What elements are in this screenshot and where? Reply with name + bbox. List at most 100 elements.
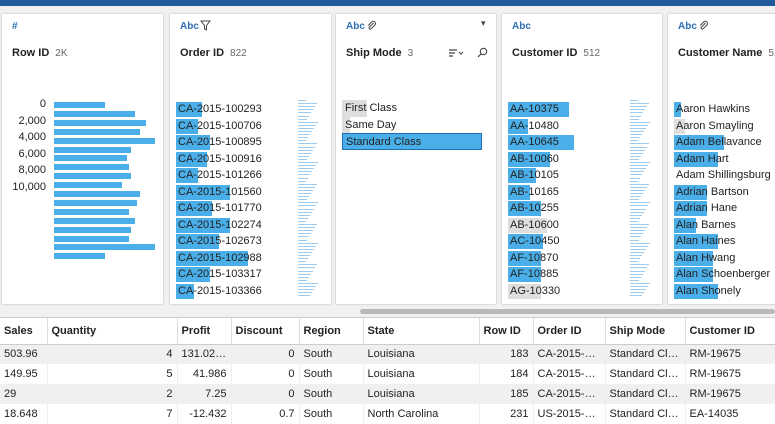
histogram-bar[interactable] xyxy=(54,217,135,224)
table-cell[interactable]: Standard Class xyxy=(605,344,686,364)
table-cell[interactable]: 41.986 xyxy=(177,364,232,384)
list-item[interactable]: CA-2015-102274 xyxy=(176,217,296,233)
list-item[interactable]: Adam Bellavance xyxy=(674,135,775,150)
list-item[interactable]: Adrian Hane xyxy=(674,201,775,216)
histogram-bar[interactable] xyxy=(54,182,122,189)
table-row[interactable]: 18.648 7 -12.432 0.7 South North Carolina 231 U… xyxy=(0,404,775,424)
list-item[interactable]: CA-2015-100293 xyxy=(176,102,296,117)
list-item[interactable]: Aaron Hawkins xyxy=(674,102,775,117)
histogram-bar[interactable] xyxy=(54,191,140,197)
list-item[interactable]: CA-2015-101266 xyxy=(176,168,296,183)
list-item[interactable]: CA-2015-102988 xyxy=(176,250,296,266)
table-cell[interactable]: 5 xyxy=(47,364,178,384)
column-header[interactable]: Discount xyxy=(231,318,300,345)
list-item[interactable]: AB-10255 xyxy=(508,201,618,216)
list-item[interactable]: Alan Shonely xyxy=(674,283,775,299)
list-item[interactable]: Adam Hart xyxy=(674,151,775,167)
list-item[interactable]: AG-10330 xyxy=(508,283,618,299)
list-item[interactable]: CA-2015-103366 xyxy=(176,283,296,299)
field-header[interactable]: Ship Mode 3 xyxy=(346,47,413,59)
table-cell[interactable]: 7.25 xyxy=(177,384,232,404)
column-header[interactable]: Quantity xyxy=(47,318,178,345)
table-cell[interactable]: Louisiana xyxy=(363,364,480,384)
histogram-bar[interactable] xyxy=(54,110,135,117)
list-item[interactable]: AB-10600 xyxy=(508,217,618,233)
histogram-bar[interactable] xyxy=(54,226,131,233)
list-item[interactable]: Alan Schoenberger xyxy=(674,267,775,282)
profile-card-ship-mode[interactable]: Abc ▾ Ship Mode 3 First Class Same Day Stan… xyxy=(336,14,496,304)
string-type-icon[interactable]: Abc xyxy=(180,21,199,32)
list-item[interactable]: AA-10375 xyxy=(508,102,618,117)
list-item[interactable]: AF-10885 xyxy=(508,267,618,282)
paperclip-icon[interactable] xyxy=(698,20,709,34)
list-item[interactable]: Adrian Bartson xyxy=(674,184,775,200)
field-header[interactable]: Customer ID 512 xyxy=(512,47,600,59)
string-type-icon[interactable]: Abc xyxy=(678,21,697,32)
column-header[interactable]: Customer ID xyxy=(685,318,775,345)
table-cell[interactable]: 131.0296 xyxy=(177,344,232,364)
table-cell[interactable]: South xyxy=(299,364,364,384)
table-cell[interactable]: 4 xyxy=(47,344,178,364)
histogram-bar[interactable] xyxy=(54,102,105,108)
table-cell[interactable]: 503.96 xyxy=(0,344,48,364)
histogram-bar[interactable] xyxy=(54,146,131,153)
column-header[interactable]: Ship Mode xyxy=(605,318,686,345)
field-header[interactable]: Row ID 2K xyxy=(12,47,68,59)
table-cell[interactable]: 231 xyxy=(479,404,534,424)
string-type-icon[interactable]: Abc xyxy=(512,21,531,32)
search-icon[interactable] xyxy=(477,47,488,61)
histogram-bar[interactable] xyxy=(54,164,129,171)
table-cell[interactable]: North Carolina xyxy=(363,404,480,424)
table-cell[interactable]: 0 xyxy=(231,364,300,384)
table-cell[interactable]: RM-19675 xyxy=(685,384,775,404)
number-type-icon[interactable]: # xyxy=(12,21,18,32)
table-cell[interactable]: US-2015-15... xyxy=(533,404,606,424)
profile-card-customer-name[interactable]: Abc Customer Name 512 Aaron Hawkins Aaron … xyxy=(668,14,775,304)
histogram-bar[interactable] xyxy=(54,119,146,126)
sort-icon[interactable] xyxy=(448,48,464,61)
table-row[interactable]: 149.95 5 41.986 0 South Louisiana 184 CA-2015-1… xyxy=(0,364,775,384)
table-cell[interactable]: 183 xyxy=(479,344,534,364)
table-cell[interactable]: 2 xyxy=(47,384,178,404)
histogram-bar[interactable] xyxy=(54,235,129,242)
table-row[interactable]: 503.96 4 131.0296 0 South Louisiana 183 CA-2015… xyxy=(0,344,775,364)
string-type-icon[interactable]: Abc xyxy=(346,21,365,32)
field-header[interactable]: Customer Name 512 xyxy=(678,47,775,59)
column-header[interactable]: Region xyxy=(299,318,364,345)
table-cell[interactable]: CA-2015-15... xyxy=(533,384,606,404)
table-cell[interactable]: CA-2015-15... xyxy=(533,344,606,364)
table-cell[interactable]: Louisiana xyxy=(363,384,480,404)
table-cell[interactable]: Louisiana xyxy=(363,344,480,364)
table-cell[interactable]: 185 xyxy=(479,384,534,404)
histogram-bar[interactable] xyxy=(54,199,137,206)
list-item[interactable]: Aaron Smayling xyxy=(674,118,775,134)
list-item[interactable]: AA-10645 xyxy=(508,135,618,150)
table-cell[interactable]: 7 xyxy=(47,404,178,424)
list-item[interactable]: Alan Haines xyxy=(674,234,775,249)
list-item[interactable]: Standard Class xyxy=(342,133,482,150)
column-header[interactable]: Sales xyxy=(0,318,48,345)
list-item[interactable]: Alan Hwang xyxy=(674,250,775,266)
paperclip-icon[interactable] xyxy=(366,20,377,34)
list-item[interactable]: Alan Barnes xyxy=(674,217,775,233)
list-item[interactable]: Adam Shillingsburg xyxy=(674,168,775,183)
list-item[interactable]: CA-2015-100706 xyxy=(176,118,296,134)
list-item[interactable]: AF-10870 xyxy=(508,250,618,266)
column-header[interactable]: Order ID xyxy=(533,318,606,345)
list-item[interactable]: AC-10450 xyxy=(508,234,618,249)
table-cell[interactable]: Standard Class xyxy=(605,404,686,424)
histogram-bar[interactable] xyxy=(54,137,155,144)
field-header[interactable]: Order ID 822 xyxy=(180,47,247,59)
table-cell[interactable]: EA-14035 xyxy=(685,404,775,424)
card-menu-icon[interactable]: ▾ xyxy=(481,18,486,28)
column-header[interactable]: Row ID xyxy=(479,318,534,345)
table-cell[interactable]: South xyxy=(299,404,364,424)
profile-card-row-id[interactable]: # Row ID 2K 0 2,000 4,000 6,000 8,000 10,000 xyxy=(2,14,163,304)
table-cell[interactable]: Standard Class xyxy=(605,384,686,404)
table-cell[interactable]: RM-19675 xyxy=(685,344,775,364)
histogram-bar[interactable] xyxy=(54,208,129,215)
column-header[interactable]: Profit xyxy=(177,318,232,345)
list-item[interactable]: AB-10105 xyxy=(508,168,618,183)
histogram-bar[interactable] xyxy=(54,128,140,135)
list-item[interactable]: CA-2015-100895 xyxy=(176,135,296,150)
